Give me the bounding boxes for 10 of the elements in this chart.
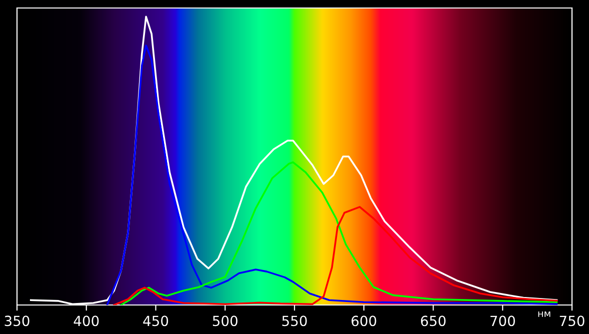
x-tick-label: 750 [560, 316, 584, 326]
x-tick-label: 350 [4, 316, 30, 326]
x-tick-label: 650 [420, 316, 446, 326]
x-tick-label: 400 [74, 316, 99, 326]
x-tick-label: 550 [282, 316, 307, 326]
x-tick-label: 450 [143, 316, 168, 326]
x-tick-label: 600 [352, 316, 376, 326]
x-tick-label: 700 [490, 316, 515, 326]
x-tick-label: 500 [212, 316, 238, 326]
x-axis-title: нм [538, 312, 550, 317]
